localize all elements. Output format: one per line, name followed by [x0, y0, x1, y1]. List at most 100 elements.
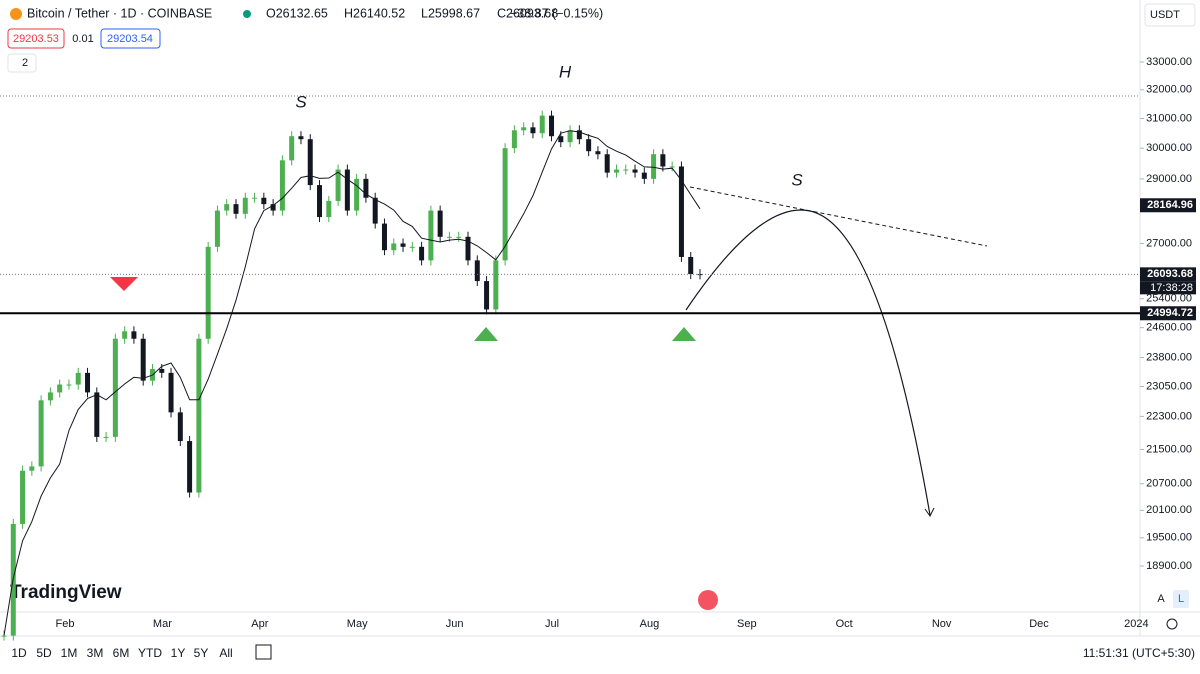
timeframe-button[interactable]: YTD [138, 646, 162, 660]
candle [298, 136, 304, 140]
y-tick-label: 18900.00 [1146, 560, 1192, 572]
candle [66, 384, 72, 386]
candle [205, 246, 211, 339]
buy-button[interactable] [100, 28, 161, 49]
candle [558, 136, 564, 143]
price-label: 26093.68 [1147, 268, 1193, 280]
candle [289, 136, 295, 161]
candle [57, 384, 63, 393]
log-scale-bg[interactable] [1173, 590, 1189, 608]
candle [196, 338, 202, 493]
neckline-trend [689, 186, 988, 247]
candle [354, 178, 360, 211]
timeframe-button[interactable]: 1M [61, 646, 78, 660]
candle [669, 166, 675, 168]
x-tick-label: Mar [153, 618, 172, 630]
candle [474, 260, 480, 282]
y-tick-label: 24600.00 [1146, 322, 1192, 334]
candle [586, 139, 592, 152]
candle [224, 204, 230, 211]
pattern-label: S [295, 92, 307, 111]
candle [1, 635, 7, 637]
candle [641, 172, 647, 179]
candle [511, 130, 517, 149]
candle [159, 369, 165, 373]
x-tick-label: 2024 [1124, 618, 1148, 630]
buy-price[interactable]: 29203.54 [107, 33, 153, 45]
price-label: 28164.96 [1147, 199, 1193, 211]
events-icon[interactable] [698, 590, 718, 610]
y-tick-label: 21500.00 [1146, 443, 1192, 455]
settings-icon[interactable] [1166, 618, 1178, 630]
candle [279, 160, 285, 211]
ohlc-change: −38.87 (−0.15%) [510, 6, 603, 20]
moving-average [3, 130, 701, 636]
candle [567, 130, 573, 143]
timeframe-button[interactable]: 1Y [171, 646, 186, 660]
candle [335, 169, 341, 201]
projection-curve [685, 209, 931, 516]
candle [521, 127, 527, 131]
candle [29, 466, 35, 471]
candle [456, 236, 462, 238]
candle [187, 441, 193, 493]
timeframe-button[interactable]: 5Y [194, 646, 209, 660]
pattern-label: S [791, 170, 803, 189]
countdown-bg [1140, 281, 1196, 295]
ohlc-high: H26140.52 [344, 6, 405, 20]
brand: TradingView [10, 582, 122, 603]
candle [307, 139, 313, 186]
x-tick-label: Aug [640, 618, 660, 630]
log-scale[interactable]: L [1178, 593, 1184, 605]
y-tick-label: 31000.00 [1146, 112, 1192, 124]
timeframe-button[interactable]: All [219, 646, 232, 660]
date-range-icon[interactable] [255, 644, 272, 660]
x-tick-label: Apr [251, 618, 268, 630]
timeframe-button[interactable]: 3M [87, 646, 104, 660]
candle [604, 154, 610, 173]
candle [47, 392, 53, 401]
sell-price[interactable]: 29203.53 [13, 33, 59, 45]
currency[interactable]: USDT [1150, 9, 1180, 21]
sell-marker [110, 277, 138, 291]
candle [168, 372, 174, 413]
currency-select[interactable] [1144, 3, 1196, 27]
candle [233, 204, 239, 214]
buy-marker [672, 327, 696, 341]
candle [326, 200, 332, 218]
candle [252, 197, 258, 199]
candle [317, 185, 323, 218]
timeframe-button[interactable]: 6M [113, 646, 130, 660]
timeframe-button[interactable]: 1D [11, 646, 27, 660]
candle [344, 169, 350, 211]
candle [214, 210, 220, 247]
x-tick-label: May [347, 618, 368, 630]
x-tick-label: Feb [56, 618, 75, 630]
candle [549, 115, 555, 137]
candle [131, 331, 137, 339]
y-tick-label: 23800.00 [1146, 351, 1192, 363]
projection-arrow [924, 507, 935, 517]
marks [1, 110, 703, 641]
sell-button[interactable] [7, 28, 65, 49]
candle [613, 169, 619, 173]
candle [103, 436, 109, 438]
candle [465, 236, 471, 261]
timeframe-button[interactable]: 5D [36, 646, 52, 660]
candle [623, 169, 629, 171]
y-tick-label: 25400.00 [1146, 293, 1192, 305]
ohlc-open: O26132.65 [266, 6, 328, 20]
auto-scale[interactable]: A [1157, 593, 1165, 605]
indicators-count[interactable]: 2 [22, 57, 28, 69]
price-label: 24994.72 [1147, 307, 1193, 319]
x-tick-label: Nov [932, 618, 952, 630]
clock: 11:51:31 (UTC+5:30) [1083, 646, 1195, 660]
candle [428, 210, 434, 261]
candle [270, 204, 276, 211]
indicators-toggle[interactable] [7, 53, 37, 73]
y-tick-label: 29000.00 [1146, 173, 1192, 185]
candle [177, 412, 183, 442]
candle [75, 372, 81, 385]
candle [660, 154, 666, 167]
